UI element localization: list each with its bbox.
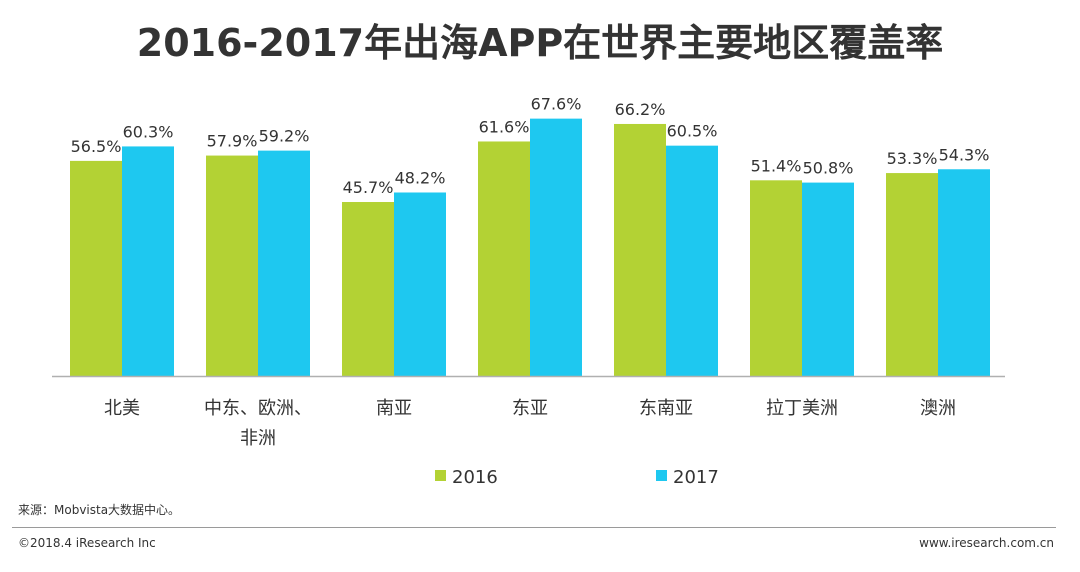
bar-2017-5 <box>802 182 854 376</box>
data-labels-layer: 56.5%60.3% 57.9% 59.2% 45.7%48.2% 61.6%67.6%… <box>71 95 990 197</box>
source-note: 来源：Mobvista大数据中心。 <box>18 503 181 517</box>
data-label-2017-6: 54.3% <box>939 145 990 164</box>
x-tick-label-6: 澳洲 <box>920 398 956 419</box>
data-label-2016-3: 61.6% <box>479 117 530 136</box>
bar-2017-4 <box>666 145 718 376</box>
bar-2017-1 <box>258 150 310 376</box>
x-tick-label-1: 中东、欧洲、 <box>204 398 312 419</box>
bar-2016-6 <box>886 173 938 376</box>
data-label-2016-2: 45.7% <box>343 178 394 197</box>
x-tick-label-0: 北美 <box>104 398 140 419</box>
x-tick-labels: 北美 中东、欧洲、非洲 南亚 东亚 东南亚 拉丁美洲 澳洲 <box>104 398 956 449</box>
x-tick-label-3: 东亚 <box>512 398 548 419</box>
copyright-text: ©2018.4 iResearch Inc <box>18 536 156 550</box>
legend: 2016 2017 <box>435 467 719 488</box>
footer-divider <box>12 527 1056 528</box>
bar-2016-4 <box>614 123 666 376</box>
bar-2016-0 <box>70 160 122 376</box>
data-label-2016-5: 51.4% <box>751 156 802 175</box>
bar-2016-1 <box>206 155 258 376</box>
data-label-2017-5: 50.8% <box>803 159 854 178</box>
bar-chart: 56.5%60.3% 57.9% 59.2% 45.7%48.2% 61.6%67.6%… <box>52 95 1005 488</box>
bar-2017-6 <box>938 169 990 376</box>
data-label-2017-4: 60.5% <box>667 122 718 141</box>
data-label-2017-3: 67.6% <box>531 95 582 114</box>
bar-2016-3 <box>478 141 530 376</box>
legend-label-2017: 2017 <box>673 467 719 488</box>
data-label-2016-4: 66.2% <box>615 100 666 119</box>
x-tick-label-5: 拉丁美洲 <box>766 398 838 419</box>
x-tick-label-4: 东南亚 <box>639 398 693 419</box>
website-link[interactable]: www.iresearch.com.cn <box>919 536 1054 550</box>
x-tick-label-2: 南亚 <box>376 398 412 419</box>
legend-swatch-2017 <box>656 470 667 481</box>
data-label-2016-0: 56.5% <box>71 137 122 156</box>
bar-2016-5 <box>750 180 802 376</box>
data-label-2016-6: 53.3% <box>887 149 938 168</box>
data-label-2017-2: 48.2% <box>395 168 446 187</box>
bar-2017-3 <box>530 118 582 377</box>
bar-2017-0 <box>122 146 174 376</box>
legend-swatch-2016 <box>435 470 446 481</box>
bars-layer <box>70 118 990 377</box>
data-label-2017-0: 60.3% <box>123 122 174 141</box>
page-title: 2016-2017年出海APP在世界主要地区覆盖率 <box>136 21 944 65</box>
data-label-2016-1: 57.9% <box>207 132 258 151</box>
legend-label-2016: 2016 <box>452 467 498 488</box>
bar-2016-2 <box>342 202 394 376</box>
data-label-2017-1: 59.2% <box>259 127 310 146</box>
bar-2017-2 <box>394 192 446 376</box>
x-tick-label-1-line1: 非洲 <box>240 428 276 449</box>
